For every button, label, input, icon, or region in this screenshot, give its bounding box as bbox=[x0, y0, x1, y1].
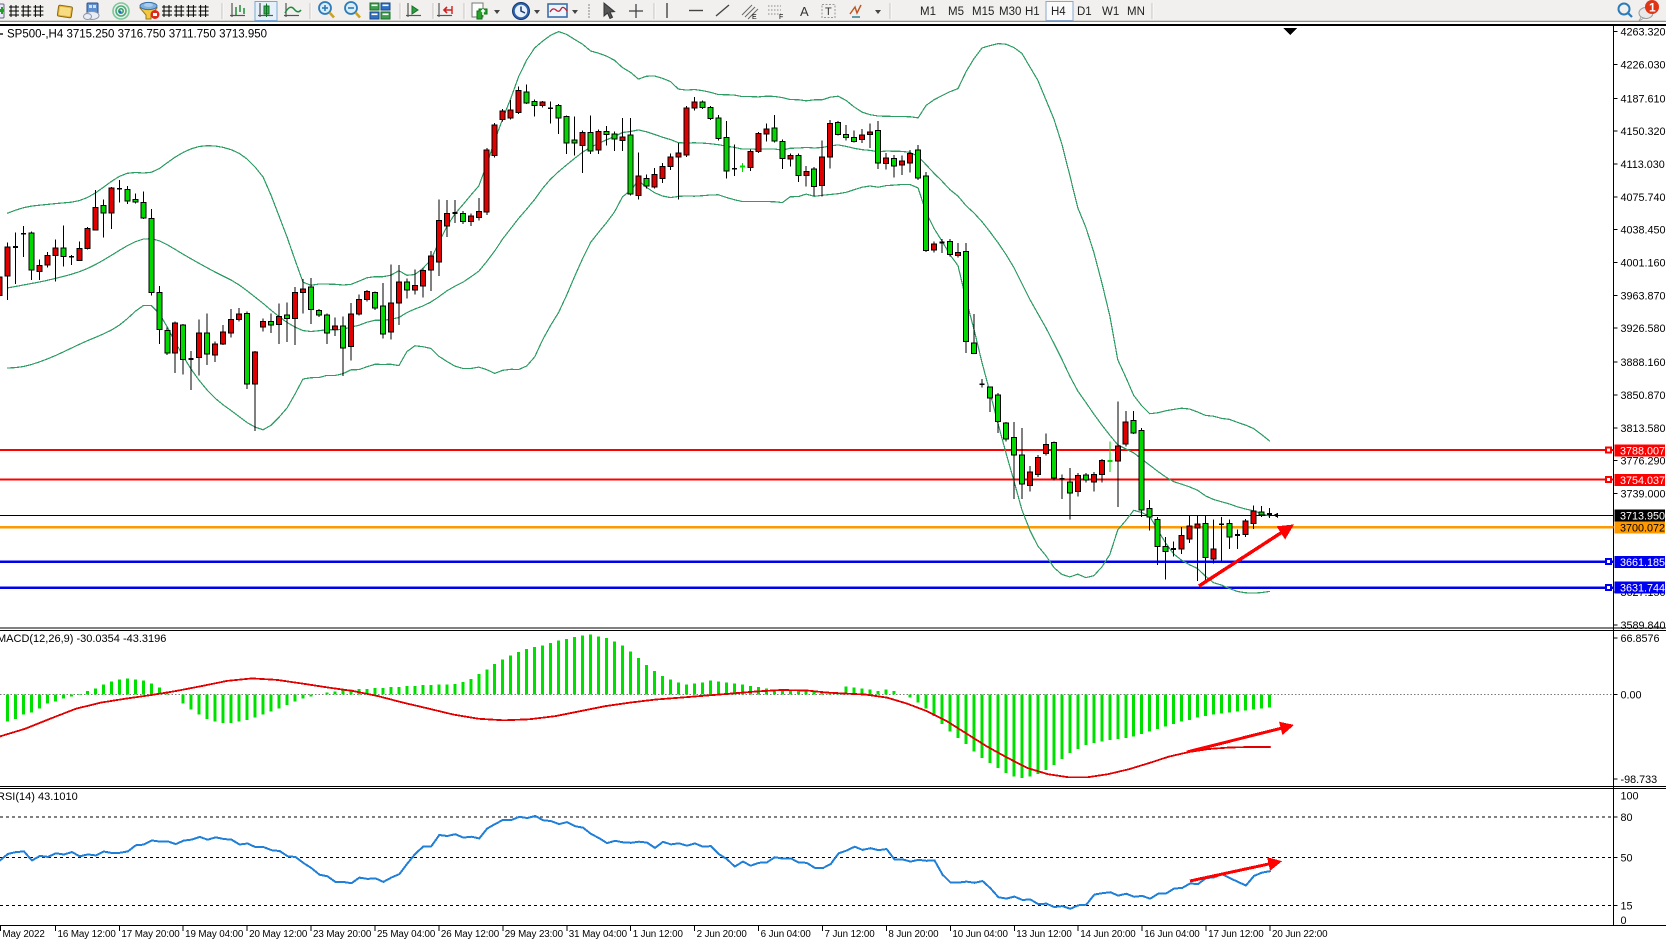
svg-text:H4: H4 bbox=[1051, 6, 1066, 18]
svg-text:MN: MN bbox=[1127, 6, 1145, 18]
svg-text:1: 1 bbox=[1649, 1, 1656, 15]
svg-text:1 Jun 12:00: 1 Jun 12:00 bbox=[633, 929, 684, 940]
svg-text:D1: D1 bbox=[1077, 6, 1092, 18]
svg-text:10 Jun 04:00: 10 Jun 04:00 bbox=[952, 929, 1008, 940]
svg-text:M30: M30 bbox=[999, 6, 1021, 18]
svg-text:66.8576: 66.8576 bbox=[1621, 633, 1660, 645]
svg-text:20 May 12:00: 20 May 12:00 bbox=[249, 929, 308, 940]
svg-text:80: 80 bbox=[1621, 812, 1633, 824]
svg-text:W1: W1 bbox=[1102, 6, 1119, 18]
svg-text:3631.744: 3631.744 bbox=[1620, 583, 1665, 595]
svg-text:20 Jun 22:00: 20 Jun 22:00 bbox=[1272, 929, 1328, 940]
svg-text:16 Jun 04:00: 16 Jun 04:00 bbox=[1144, 929, 1200, 940]
svg-text:3926.580: 3926.580 bbox=[1621, 323, 1666, 335]
svg-text:SP500-,H4 3715.250 3716.750 3: SP500-,H4 3715.250 3716.750 3711.750 371… bbox=[7, 29, 267, 41]
svg-text:31 May 04:00: 31 May 04:00 bbox=[569, 929, 628, 940]
svg-text:H1: H1 bbox=[1025, 6, 1040, 18]
svg-text:RSI(14) 43.1010: RSI(14) 43.1010 bbox=[0, 791, 78, 803]
svg-text:23 May 20:00: 23 May 20:00 bbox=[313, 929, 372, 940]
svg-text:4226.030: 4226.030 bbox=[1621, 60, 1666, 72]
svg-text:0.00: 0.00 bbox=[1621, 690, 1642, 702]
svg-text:3713.950: 3713.950 bbox=[1620, 511, 1665, 523]
svg-text:E: E bbox=[752, 14, 757, 21]
svg-text:26 May 12:00: 26 May 12:00 bbox=[441, 929, 500, 940]
svg-text:3788.007: 3788.007 bbox=[1620, 445, 1665, 457]
svg-text:F: F bbox=[779, 14, 783, 21]
svg-text:3963.870: 3963.870 bbox=[1621, 290, 1666, 302]
svg-text:3888.160: 3888.160 bbox=[1621, 357, 1666, 369]
svg-text:6 Jun 04:00: 6 Jun 04:00 bbox=[761, 929, 812, 940]
svg-text:19 May 04:00: 19 May 04:00 bbox=[185, 929, 244, 940]
svg-text:17 Jun 12:00: 17 Jun 12:00 bbox=[1208, 929, 1264, 940]
svg-text:50: 50 bbox=[1621, 852, 1633, 864]
svg-text:100: 100 bbox=[1621, 791, 1639, 803]
svg-text:16 May 12:00: 16 May 12:00 bbox=[58, 929, 117, 940]
svg-text:29 May 23:00: 29 May 23:00 bbox=[505, 929, 564, 940]
svg-text:8 Jun 20:00: 8 Jun 20:00 bbox=[888, 929, 939, 940]
svg-text:4001.160: 4001.160 bbox=[1621, 258, 1666, 270]
svg-text:2 Jun 20:00: 2 Jun 20:00 bbox=[697, 929, 748, 940]
svg-text:15: 15 bbox=[1621, 900, 1633, 912]
svg-text:3813.580: 3813.580 bbox=[1621, 423, 1666, 435]
svg-text:MACD(12,26,9) -30.0354 -43.319: MACD(12,26,9) -30.0354 -43.3196 bbox=[0, 633, 166, 645]
svg-text:3754.037: 3754.037 bbox=[1620, 475, 1665, 487]
svg-text:T: T bbox=[825, 6, 832, 18]
svg-text:0: 0 bbox=[1621, 915, 1627, 927]
svg-text:3739.000: 3739.000 bbox=[1621, 488, 1666, 500]
svg-text:4187.610: 4187.610 bbox=[1621, 93, 1666, 105]
svg-text:4263.320: 4263.320 bbox=[1621, 27, 1666, 39]
svg-text:M1: M1 bbox=[920, 6, 936, 18]
svg-text:13 Jun 12:00: 13 Jun 12:00 bbox=[1016, 929, 1072, 940]
svg-text:M15: M15 bbox=[972, 6, 994, 18]
svg-text:3661.185: 3661.185 bbox=[1620, 557, 1665, 569]
svg-text:May 2022: May 2022 bbox=[3, 929, 45, 940]
svg-text:3850.870: 3850.870 bbox=[1621, 390, 1666, 402]
svg-text:A: A bbox=[800, 4, 809, 19]
svg-text:M5: M5 bbox=[948, 6, 964, 18]
svg-text:-98.733: -98.733 bbox=[1621, 774, 1658, 786]
svg-text:4113.030: 4113.030 bbox=[1621, 159, 1665, 171]
svg-text:25 May 04:00: 25 May 04:00 bbox=[377, 929, 436, 940]
svg-text:17 May 20:00: 17 May 20:00 bbox=[121, 929, 180, 940]
svg-text:3776.290: 3776.290 bbox=[1621, 456, 1666, 468]
svg-text:4038.450: 4038.450 bbox=[1621, 225, 1666, 237]
svg-text:4075.740: 4075.740 bbox=[1621, 192, 1666, 204]
svg-text:4150.320: 4150.320 bbox=[1621, 126, 1666, 138]
svg-text:3700.072: 3700.072 bbox=[1620, 522, 1665, 534]
svg-text:7 Jun 12:00: 7 Jun 12:00 bbox=[825, 929, 876, 940]
svg-text:14 Jun 20:00: 14 Jun 20:00 bbox=[1080, 929, 1136, 940]
svg-text:3589.840: 3589.840 bbox=[1621, 620, 1666, 632]
